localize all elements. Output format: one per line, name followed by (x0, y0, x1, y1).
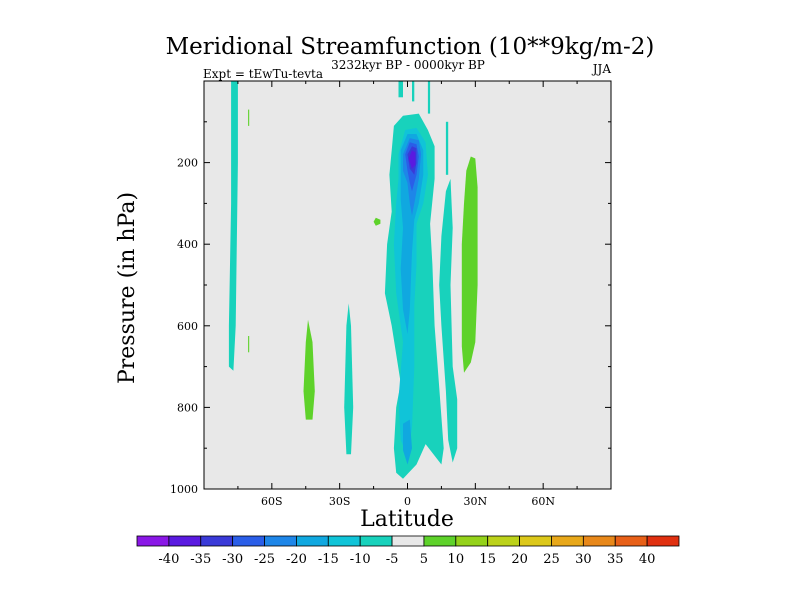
x-tick-label: 60N (531, 495, 555, 508)
colorbar-label: 35 (607, 552, 624, 567)
contour-layer (228, 81, 478, 479)
contour-sh-midlat-band (344, 303, 354, 455)
contour-equatorial-top-upper-far-right (427, 81, 431, 114)
contour-sh-small-green (373, 217, 381, 226)
colorbar-label: 10 (448, 552, 465, 567)
contour-nh-subtropic-green (461, 156, 478, 373)
colorbar-label: -20 (286, 552, 307, 567)
colorbar-swatch (168, 535, 202, 547)
colorbar-label: -5 (386, 552, 399, 567)
colorbar-label: 30 (575, 552, 592, 567)
colorbar-swatch (200, 535, 234, 547)
chart-subtitle: 3232kyr BP - 0000kyr BP (331, 58, 485, 72)
y-tick-label: 800 (177, 401, 198, 414)
experiment-annotation: Expt = tEwTu-tevta (203, 67, 323, 81)
colorbar-label: -40 (158, 552, 179, 567)
colorbar-label: -30 (222, 552, 243, 567)
contour-equatorial-level-35 (408, 150, 416, 169)
colorbar-swatch (264, 535, 297, 547)
season-annotation: JJA (591, 62, 612, 76)
y-tick-label: 1000 (170, 483, 198, 496)
colorbar-swatch (519, 535, 552, 547)
x-axis-label: Latitude (360, 507, 454, 532)
colorbar-swatch (136, 535, 170, 547)
y-tick-label: 600 (177, 320, 198, 333)
y-axis: 200 400 600 800 1000 (170, 121, 611, 496)
contour-sh-polar-green-sliver-lower (248, 336, 250, 353)
colorbar-swatch (614, 535, 648, 547)
colorbar-label: 40 (639, 552, 656, 567)
x-tick-label: 30N (464, 495, 488, 508)
contour-equatorial-top-upper-left (398, 81, 403, 98)
colorbar-swatch (487, 535, 520, 547)
colorbar-swatch (646, 535, 680, 547)
colorbar-swatch (232, 535, 265, 547)
contour-equatorial-lower-15 (403, 419, 412, 465)
contour-sh-polar-band (228, 81, 238, 371)
y-tick-label: 400 (177, 238, 198, 251)
colorbar-swatch (455, 535, 489, 547)
y-tick-label: 200 (177, 157, 198, 170)
colorbar-label: 25 (543, 552, 560, 567)
colorbar-label: -25 (254, 552, 275, 567)
y-axis-label: Pressure (in hPa) (115, 192, 140, 384)
x-tick-label: 0 (404, 495, 411, 508)
colorbar-swatch (582, 535, 616, 547)
colorbar-swatch (327, 535, 361, 547)
colorbar-label: -10 (350, 552, 371, 567)
colorbar-label: 20 (511, 552, 528, 567)
colorbar: -40 -35 -30 -25 -20 -15 -10 -5 5 10 15 20 25 30 35 40 (136, 535, 680, 567)
x-axis: 60S 30S 0 30N 60N (237, 81, 578, 508)
contour-sh-polar-green-sliver (248, 109, 250, 126)
x-tick-label: 60S (261, 495, 283, 508)
contour-nh-subtropic-band-top (445, 121, 449, 175)
x-tick-label: 30S (329, 495, 351, 508)
colorbar-swatch (359, 535, 393, 547)
colorbar-swatch (551, 535, 584, 547)
contour-sh-midlat-green (303, 319, 315, 420)
colorbar-swatch (391, 535, 425, 547)
contour-equatorial-top-upper-right (412, 81, 415, 102)
colorbar-label: -15 (318, 552, 339, 567)
colorbar-label: 15 (479, 552, 496, 567)
chart-title: Meridional Streamfunction (10**9kg/m-2) (166, 34, 655, 60)
colorbar-label: 5 (420, 552, 428, 567)
colorbar-label: -35 (190, 552, 211, 567)
colorbar-swatch (423, 535, 457, 547)
contour-nh-subtropic-band-upper (439, 178, 458, 463)
colorbar-swatch (296, 535, 329, 547)
